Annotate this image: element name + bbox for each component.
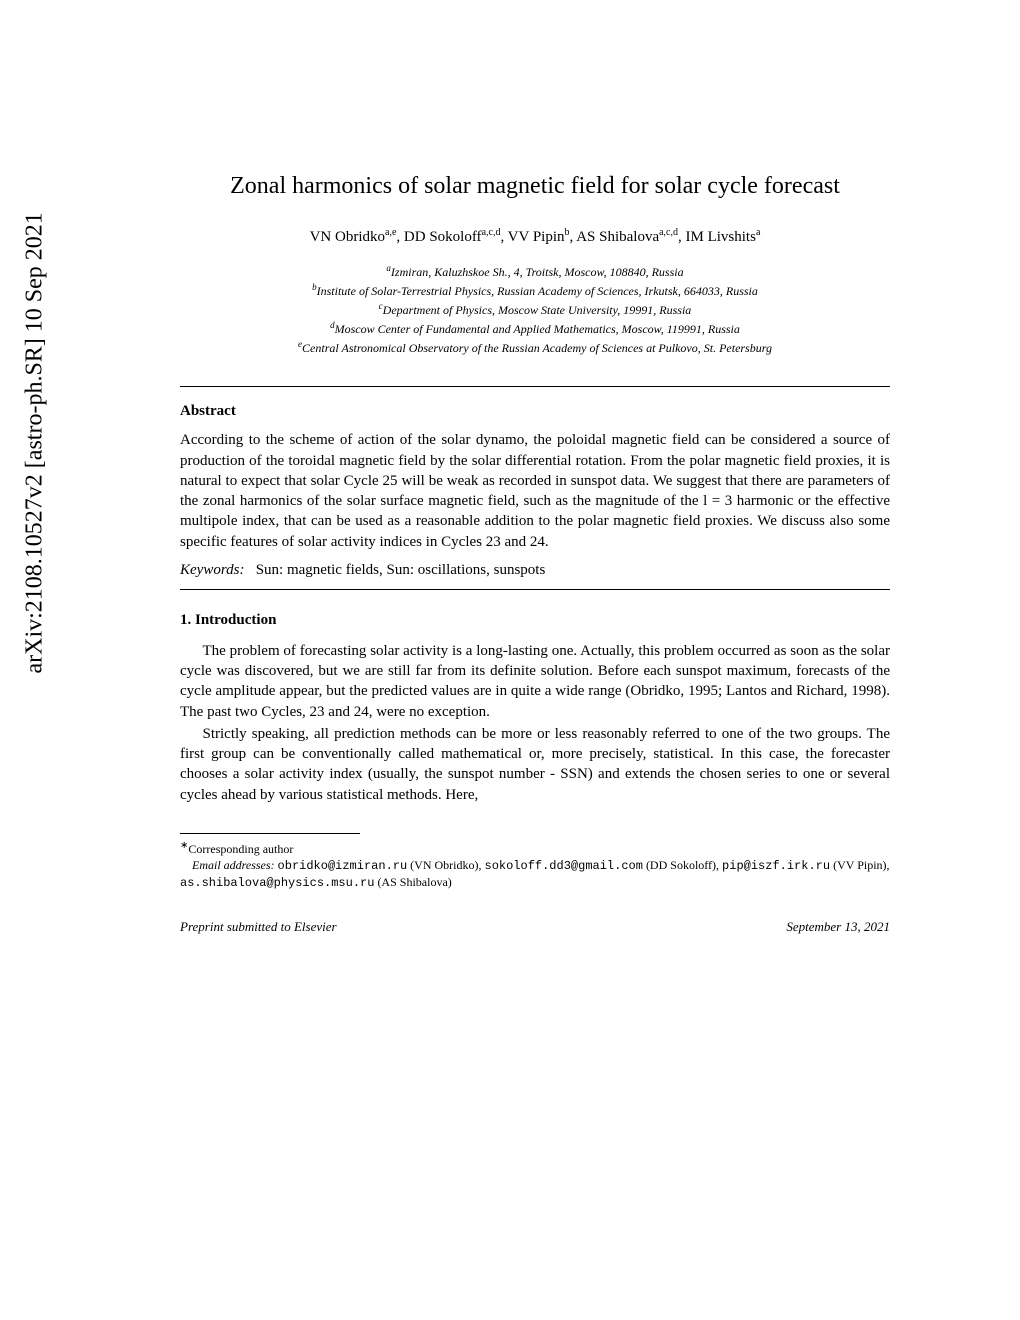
abstract-text: According to the scheme of action of the… [180,430,890,552]
footnote-corresponding-text: Corresponding author [188,842,293,856]
email-author-4: (AS Shibalova) [377,875,451,889]
authors-line: VN Obridkoa,e, DD Sokoloffa,c,d, VV Pipi… [180,227,890,246]
email-3: pip@iszf.irk.ru [722,859,830,873]
keywords-text: Sun: magnetic fields, Sun: oscillations,… [256,562,546,578]
arxiv-sidebar: arXiv:2108.10527v2 [astro-ph.SR] 10 Sep … [0,0,80,1320]
email-2: sokoloff.dd3@gmail.com [485,859,643,873]
affiliation-a: aIzmiran, Kaluzhskoe Sh., 4, Troitsk, Mo… [180,262,890,281]
arxiv-identifier: arXiv:2108.10527v2 [astro-ph.SR] 10 Sep … [22,212,49,673]
footnote-emails: Email addresses: obridko@izmiran.ru (VN … [180,857,890,891]
affiliation-e-text: Central Astronomical Observatory of the … [302,341,772,355]
email-4: as.shibalova@physics.msu.ru [180,876,374,890]
keywords-line: Keywords: Sun: magnetic fields, Sun: osc… [180,562,890,579]
affiliation-d: dMoscow Center of Fundamental and Applie… [180,319,890,338]
keywords-label: Keywords: [180,562,244,578]
rule-top [180,386,890,387]
abstract-heading: Abstract [180,403,890,420]
affiliation-a-text: Izmiran, Kaluzhskoe Sh., 4, Troitsk, Mos… [391,265,684,279]
footnote-rule [180,833,360,834]
intro-para-1: The problem of forecasting solar activit… [180,641,890,722]
paper-content: Zonal harmonics of solar magnetic field … [80,0,1020,1320]
footnote-corresponding: ∗Corresponding author [180,839,890,857]
affiliation-b: bInstitute of Solar-Terrestrial Physics,… [180,281,890,300]
emails-label: Email addresses: [192,858,275,872]
preprint-label: Preprint submitted to Elsevier [180,919,337,935]
affiliation-e: eCentral Astronomical Observatory of the… [180,338,890,357]
rule-bottom [180,589,890,590]
affiliations-block: aIzmiran, Kaluzhskoe Sh., 4, Troitsk, Mo… [180,262,890,356]
preprint-date: September 13, 2021 [786,919,890,935]
email-author-1: (VN Obridko), [410,858,481,872]
email-author-2: (DD Sokoloff), [646,858,719,872]
affiliation-c-text: Department of Physics, Moscow State Univ… [383,303,692,317]
affiliation-d-text: Moscow Center of Fundamental and Applied… [335,322,740,336]
email-author-3: (VV Pipin), [833,858,889,872]
section-1-heading: 1. Introduction [180,612,890,629]
affiliation-c: cDepartment of Physics, Moscow State Uni… [180,300,890,319]
intro-para-2: Strictly speaking, all prediction method… [180,724,890,805]
paper-title: Zonal harmonics of solar magnetic field … [180,170,890,202]
affiliation-b-text: Institute of Solar-Terrestrial Physics, … [317,284,758,298]
email-1: obridko@izmiran.ru [278,859,408,873]
preprint-footer: Preprint submitted to Elsevier September… [180,919,890,935]
